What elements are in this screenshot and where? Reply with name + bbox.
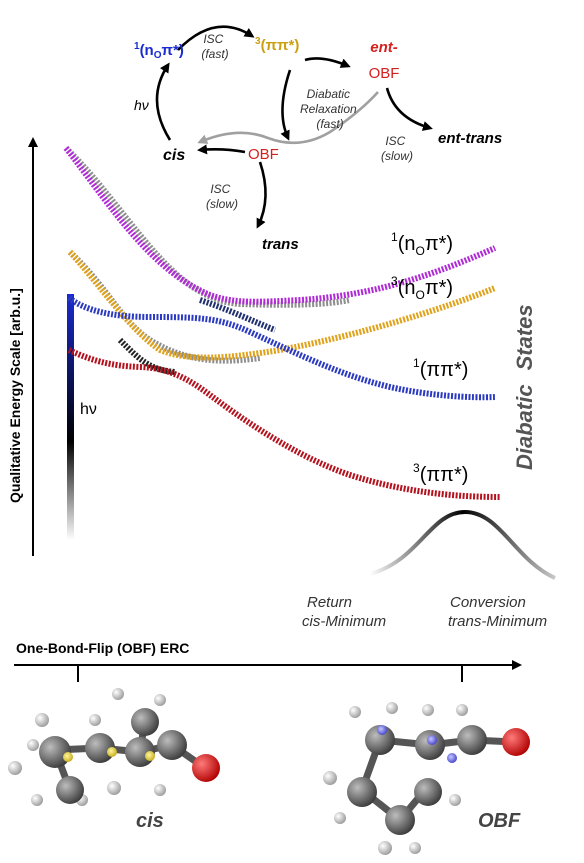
- s1-npi-dashed-path: [63, 145, 351, 308]
- cycle-cis-label: cis: [163, 147, 185, 164]
- s1-pipi-dashed-path: [199, 297, 277, 333]
- s1-npi-curve: [63, 146, 497, 305]
- photocycle-scheme: 1(nOπ*) 3(ππ*) ISC (fast) ent- OBF hν Di…: [134, 25, 502, 253]
- obf-molecule: OBF: [323, 702, 530, 855]
- cis-molecule: cis: [8, 688, 220, 832]
- t1-pipi-label: 3(ππ*): [413, 461, 468, 486]
- s1-npi-label: 1(nOπ*): [391, 230, 453, 258]
- isc-fast-arrow: [177, 25, 255, 51]
- t1-npi-curve: [67, 249, 497, 361]
- isc-slow-left-label: ISC (slow): [206, 182, 238, 211]
- cycle-pipi-label: 3(ππ*): [255, 36, 299, 54]
- pipi-to-entobf-arrow: [304, 57, 351, 68]
- obf-to-trans-arrow: [256, 161, 267, 229]
- hv-excitation-bar: [67, 294, 74, 540]
- hv-label: hν: [80, 401, 97, 418]
- cycle-hv-label: hν: [134, 97, 149, 113]
- ent-trans-label: ent-trans: [438, 130, 502, 147]
- cis-molecule-label: cis: [136, 810, 164, 832]
- obf-to-cis-arrow: [197, 144, 246, 155]
- hv-excitation-arrow: [155, 62, 172, 141]
- diabatic-relaxation-label: Diabatic Relaxation (fast): [300, 87, 360, 131]
- obf-molecule-label: OBF: [478, 810, 521, 832]
- energy-diagram: Qualitative Energy Scale [arb.u.] hν 1(n…: [7, 137, 556, 682]
- ent-obf-label-line2: OBF: [369, 65, 400, 82]
- s1-pipi-label: 1(ππ*): [413, 356, 468, 381]
- t1-pipi-dashed-path: [117, 337, 176, 375]
- erc-x-axis-label: One-Bond-Flip (OBF) ERC: [16, 640, 189, 656]
- return-label: Return cis-Minimum: [302, 594, 386, 630]
- t1-pipi-curve: [67, 347, 501, 500]
- cycle-obf-label: OBF: [248, 146, 279, 163]
- t1-npi-label: 3(nOπ*): [391, 274, 453, 302]
- conversion-barrier-hump: [369, 509, 556, 580]
- cycle-trans-label: trans: [262, 236, 299, 253]
- ent-obf-label-line1: ent-: [370, 39, 398, 56]
- entobf-to-cis-grey-arrow: [197, 91, 379, 145]
- conversion-label: Conversion trans-Minimum: [448, 594, 547, 630]
- diabatic-states-label: DiabaticStates: [512, 304, 537, 470]
- diabatic-relaxation-arrow: [280, 69, 292, 141]
- energy-y-axis-label: Qualitative Energy Scale [arb.u.]: [7, 288, 23, 503]
- cycle-npi-label: 1(nOπ*): [134, 41, 184, 61]
- s1-pipi-curve: [67, 295, 496, 401]
- isc-slow-right-label: ISC (slow): [381, 134, 413, 163]
- isc-fast-label: ISC (fast): [201, 32, 228, 61]
- entobf-to-enttrans-arrow: [385, 87, 433, 131]
